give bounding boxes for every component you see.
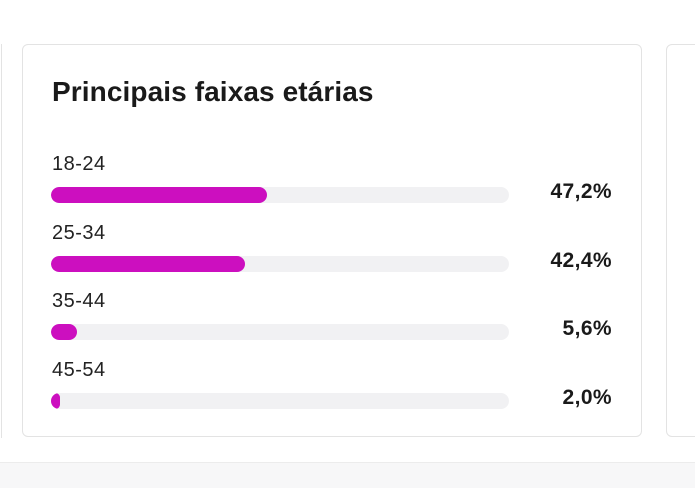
age-range-row: 35-44 5,6% [23,290,641,350]
next-card-edge [666,44,695,437]
age-range-bar-fill [51,324,77,340]
age-range-bar-track [51,187,509,203]
section-divider [0,462,695,488]
age-range-row: 45-54 2,0% [23,359,641,419]
age-range-bar-track [51,393,509,409]
age-range-bar-track [51,256,509,272]
previous-card-edge [0,44,2,438]
age-range-label: 35-44 [52,290,106,313]
card-title: Principais faixas etárias [52,76,374,108]
age-range-label: 45-54 [52,359,106,382]
age-range-bar-fill [51,187,267,203]
age-range-percent: 2,0% [563,386,612,410]
age-range-percent: 5,6% [563,317,612,341]
age-range-bar-fill [51,256,245,272]
top-age-ranges-card: Principais faixas etárias 18-24 47,2% 25… [22,44,642,437]
age-range-percent: 47,2% [550,180,612,204]
age-range-row: 25-34 42,4% [23,222,641,282]
age-range-label: 25-34 [52,222,106,245]
age-range-bar-fill [51,393,60,409]
age-range-percent: 42,4% [550,249,612,273]
age-range-label: 18-24 [52,153,106,176]
age-range-bar-track [51,324,509,340]
age-range-row: 18-24 47,2% [23,153,641,213]
